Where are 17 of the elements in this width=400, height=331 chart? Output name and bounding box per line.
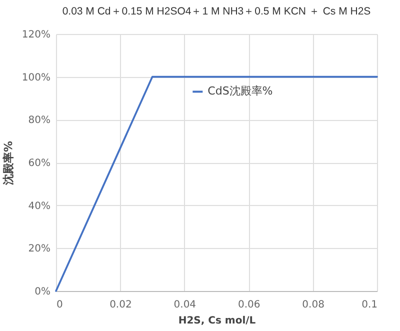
y-tick-label: 100% bbox=[22, 72, 50, 84]
x-tick-label: 0 bbox=[56, 300, 63, 310]
x-tick-label: 0.06 bbox=[238, 300, 260, 310]
y-axis-title: 沈殿率% bbox=[2, 140, 15, 186]
y-tick-label: 120% bbox=[22, 30, 50, 40]
x-tick-label: 0.02 bbox=[110, 300, 132, 310]
chart-title: 0.03 M Cd＋0.15 M H2SO4＋1 M NH3＋0.5 M KCN ＋ Cs M H2S bbox=[62, 6, 371, 18]
y-tick-label: 60% bbox=[28, 158, 50, 169]
x-axis-title: H2S, Cs mol/L bbox=[178, 316, 256, 326]
legend-label: CdS沈殿率% bbox=[208, 84, 273, 98]
x-tick-label: 0.08 bbox=[302, 300, 324, 310]
y-tick-label: 20% bbox=[28, 244, 50, 255]
x-tick-label: 0.04 bbox=[174, 300, 196, 310]
y-tick-label: 40% bbox=[28, 200, 50, 212]
x-tick-label: 0.1 bbox=[362, 300, 378, 310]
y-tick-label: 0% bbox=[34, 286, 50, 298]
y-tick-label: 80% bbox=[28, 115, 50, 126]
